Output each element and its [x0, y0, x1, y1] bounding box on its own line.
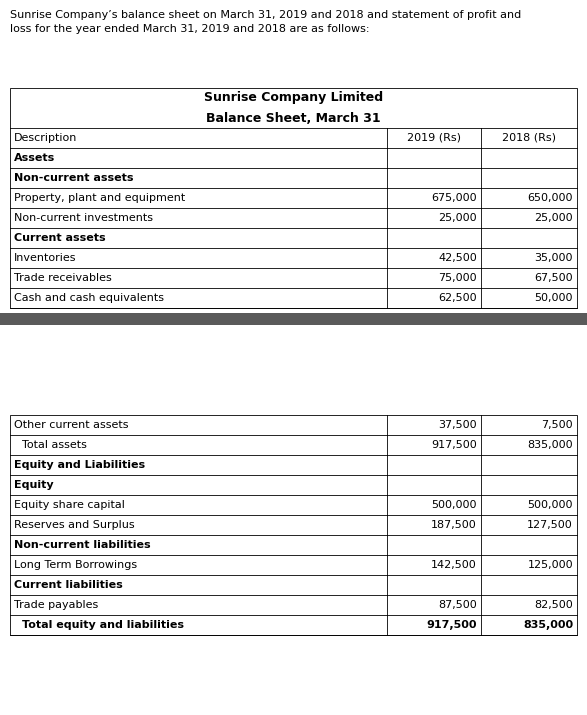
- Text: 2019 (Rs): 2019 (Rs): [407, 133, 461, 143]
- Text: 675,000: 675,000: [431, 193, 477, 203]
- Text: 25,000: 25,000: [438, 213, 477, 223]
- Text: Property, plant and equipment: Property, plant and equipment: [14, 193, 185, 203]
- Text: Non-current assets: Non-current assets: [14, 173, 133, 183]
- Text: 125,000: 125,000: [527, 560, 573, 570]
- Text: Total assets: Total assets: [22, 440, 87, 450]
- Text: 7,500: 7,500: [541, 420, 573, 430]
- Text: Other current assets: Other current assets: [14, 420, 129, 430]
- Text: 37,500: 37,500: [438, 420, 477, 430]
- Text: Current liabilities: Current liabilities: [14, 580, 123, 590]
- Text: 917,500: 917,500: [431, 440, 477, 450]
- Text: Sunrise Company Limited: Sunrise Company Limited: [204, 92, 383, 104]
- Text: Assets: Assets: [14, 153, 55, 163]
- Text: Trade payables: Trade payables: [14, 600, 98, 610]
- Text: 187,500: 187,500: [431, 520, 477, 530]
- Text: Cash and cash equivalents: Cash and cash equivalents: [14, 293, 164, 303]
- Text: 835,000: 835,000: [523, 620, 573, 630]
- Text: Non-current investments: Non-current investments: [14, 213, 153, 223]
- Text: Non-current liabilities: Non-current liabilities: [14, 540, 151, 550]
- Text: 500,000: 500,000: [528, 500, 573, 510]
- Text: Equity: Equity: [14, 480, 53, 490]
- Text: Long Term Borrowings: Long Term Borrowings: [14, 560, 137, 570]
- Text: Sunrise Company’s balance sheet on March 31, 2019 and 2018 and statement of prof: Sunrise Company’s balance sheet on March…: [10, 10, 521, 20]
- Text: Inventories: Inventories: [14, 253, 76, 263]
- Bar: [10, 88, 577, 308]
- Bar: [0, 313, 587, 325]
- Text: 50,000: 50,000: [535, 293, 573, 303]
- Text: Description: Description: [14, 133, 77, 143]
- Text: 62,500: 62,500: [438, 293, 477, 303]
- Text: 82,500: 82,500: [534, 600, 573, 610]
- Text: Equity and Liabilities: Equity and Liabilities: [14, 460, 145, 470]
- Text: Reserves and Surplus: Reserves and Surplus: [14, 520, 134, 530]
- Text: 2018 (Rs): 2018 (Rs): [502, 133, 556, 143]
- Text: 35,000: 35,000: [535, 253, 573, 263]
- Text: 127,500: 127,500: [527, 520, 573, 530]
- Text: 650,000: 650,000: [528, 193, 573, 203]
- Text: Total equity and liabilities: Total equity and liabilities: [22, 620, 184, 630]
- Text: Balance Sheet, March 31: Balance Sheet, March 31: [206, 112, 381, 124]
- Text: 917,500: 917,500: [427, 620, 477, 630]
- Text: loss for the year ended March 31, 2019 and 2018 are as follows:: loss for the year ended March 31, 2019 a…: [10, 24, 369, 34]
- Text: 835,000: 835,000: [527, 440, 573, 450]
- Text: 500,000: 500,000: [431, 500, 477, 510]
- Bar: [10, 415, 577, 635]
- Text: 25,000: 25,000: [534, 213, 573, 223]
- Text: Trade receivables: Trade receivables: [14, 273, 112, 283]
- Text: Current assets: Current assets: [14, 233, 106, 243]
- Text: 75,000: 75,000: [438, 273, 477, 283]
- Text: 42,500: 42,500: [438, 253, 477, 263]
- Text: 87,500: 87,500: [438, 600, 477, 610]
- Text: 67,500: 67,500: [534, 273, 573, 283]
- Text: Equity share capital: Equity share capital: [14, 500, 125, 510]
- Text: 142,500: 142,500: [431, 560, 477, 570]
